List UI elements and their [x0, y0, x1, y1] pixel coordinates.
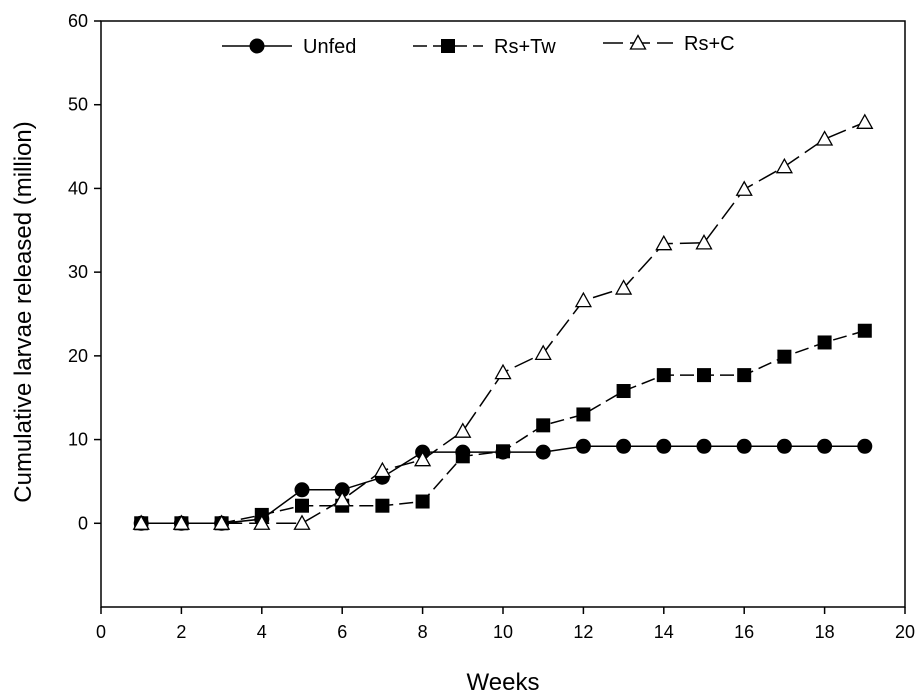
series-layer — [132, 113, 874, 531]
y-axis-title: Cumulative larvae released (million) — [10, 121, 37, 502]
data-point-rs-tw — [697, 368, 711, 383]
data-point-unfed — [696, 438, 712, 454]
legend-item-rs-tw: Rs+Tw — [413, 36, 556, 58]
ticks: 0 2 4 6 8 10 12 14 16 18 20 0 10 20 30 40 50 60 — [68, 11, 915, 642]
y-tick-label: 60 — [68, 11, 88, 31]
legend-item-unfed: Unfed — [222, 36, 356, 58]
data-point-unfed — [575, 438, 591, 454]
data-point-rs-tw — [455, 449, 470, 464]
data-point-rs-c — [253, 514, 271, 530]
data-point-rs-tw — [576, 407, 591, 422]
x-tick-label: 16 — [734, 622, 754, 642]
data-point-rs-c — [373, 461, 392, 478]
data-point-rs-tw — [536, 418, 551, 433]
data-point-rs-c — [775, 157, 794, 174]
x-tick-label: 20 — [895, 622, 915, 642]
legend-item-rs-c: Rs+C — [603, 33, 735, 55]
data-point-unfed — [656, 438, 672, 454]
x-tick-label: 2 — [176, 622, 186, 642]
legend-label-unfed: Unfed — [303, 36, 356, 58]
data-point-rs-c — [695, 234, 713, 250]
y-tick-label: 50 — [68, 95, 88, 115]
data-point-rs-c — [856, 113, 874, 129]
data-point-rs-tw — [656, 368, 671, 383]
data-point-rs-c — [815, 130, 834, 146]
x-tick-label: 14 — [654, 622, 674, 642]
data-point-rs-c — [494, 363, 512, 380]
data-point-rs-c — [172, 514, 191, 530]
data-point-unfed — [535, 444, 551, 460]
data-point-rs-tw — [857, 323, 872, 338]
data-point-rs-c — [655, 234, 673, 251]
data-point-rs-tw — [616, 384, 631, 399]
legend-marker-rs-c — [629, 34, 647, 50]
x-tick-label: 8 — [418, 622, 428, 642]
data-point-rs-c — [333, 491, 351, 507]
y-tick-label: 10 — [68, 430, 88, 450]
data-point-rs-c — [413, 450, 432, 467]
data-point-unfed — [736, 438, 752, 454]
series-rs-c — [132, 113, 874, 530]
series-rs-tw — [134, 323, 872, 531]
data-point-unfed — [857, 438, 873, 454]
data-point-rs-c — [614, 279, 633, 295]
data-point-unfed — [776, 438, 792, 454]
series-line-rs-c — [141, 121, 866, 525]
data-point-unfed — [616, 438, 632, 454]
data-point-rs-c — [735, 180, 753, 196]
data-point-rs-tw — [375, 498, 390, 513]
data-point-rs-c — [534, 344, 552, 360]
legend-label-rs-tw: Rs+Tw — [494, 36, 556, 58]
series-line-rs-tw — [141, 330, 866, 525]
x-axis-title: Weeks — [467, 669, 540, 693]
data-point-rs-c — [132, 514, 150, 530]
x-tick-label: 6 — [337, 622, 347, 642]
x-tick-label: 12 — [573, 622, 593, 642]
legend-label-rs-c: Rs+C — [684, 33, 735, 55]
legend-marker-unfed — [249, 38, 265, 54]
y-tick-label: 30 — [68, 262, 88, 282]
data-point-unfed — [294, 482, 310, 498]
data-point-unfed — [817, 438, 833, 454]
x-tick-label: 10 — [493, 622, 513, 642]
data-point-rs-c — [454, 422, 472, 438]
y-tick-label: 40 — [68, 178, 88, 198]
data-point-rs-tw — [415, 494, 430, 509]
legend: Unfed Rs+Tw Rs+C — [222, 33, 735, 58]
x-tick-label: 18 — [815, 622, 835, 642]
data-point-rs-tw — [496, 444, 510, 459]
x-tick-label: 4 — [257, 622, 267, 642]
data-point-rs-tw — [817, 335, 832, 350]
data-point-rs-c — [574, 291, 593, 308]
x-tick-label: 0 — [96, 622, 106, 642]
legend-marker-rs-tw — [441, 39, 455, 53]
data-point-rs-c — [212, 514, 231, 530]
y-tick-label: 0 — [78, 513, 88, 533]
data-point-rs-tw — [737, 368, 752, 383]
data-point-rs-tw — [777, 349, 792, 364]
y-tick-label: 20 — [68, 346, 88, 366]
data-point-rs-tw — [295, 498, 309, 513]
data-point-rs-c — [293, 514, 311, 530]
